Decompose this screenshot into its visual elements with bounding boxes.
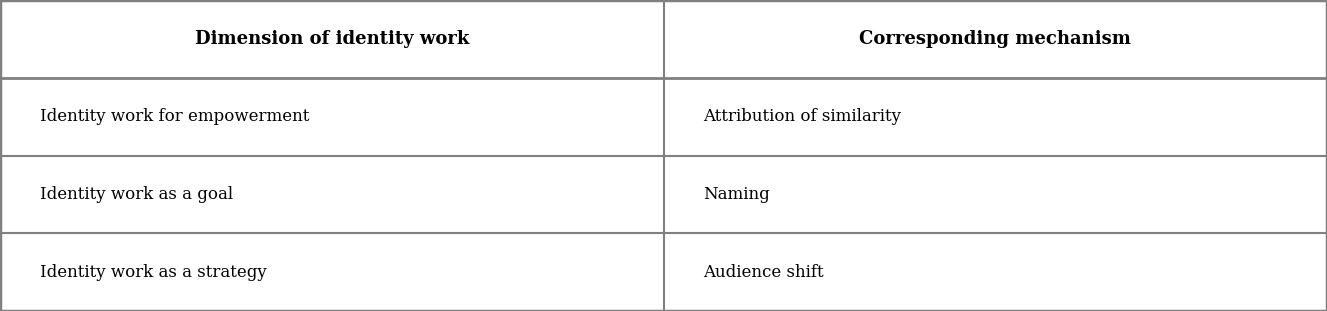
Text: Audience shift: Audience shift [703, 264, 824, 281]
Bar [664, 156, 1327, 233]
Text: Naming: Naming [703, 186, 770, 203]
Text: Identity work as a strategy: Identity work as a strategy [40, 264, 267, 281]
Bar [0, 156, 664, 233]
Text: Attribution of similarity: Attribution of similarity [703, 108, 901, 125]
Bar [0, 78, 664, 156]
Text: Corresponding mechanism: Corresponding mechanism [860, 30, 1131, 48]
Bar [664, 233, 1327, 311]
Bar [664, 78, 1327, 156]
Bar [0, 0, 664, 78]
Bar [664, 0, 1327, 78]
Bar [0, 233, 664, 311]
Text: Identity work as a goal: Identity work as a goal [40, 186, 234, 203]
Text: Identity work for empowerment: Identity work for empowerment [40, 108, 309, 125]
Text: Dimension of identity work: Dimension of identity work [195, 30, 468, 48]
